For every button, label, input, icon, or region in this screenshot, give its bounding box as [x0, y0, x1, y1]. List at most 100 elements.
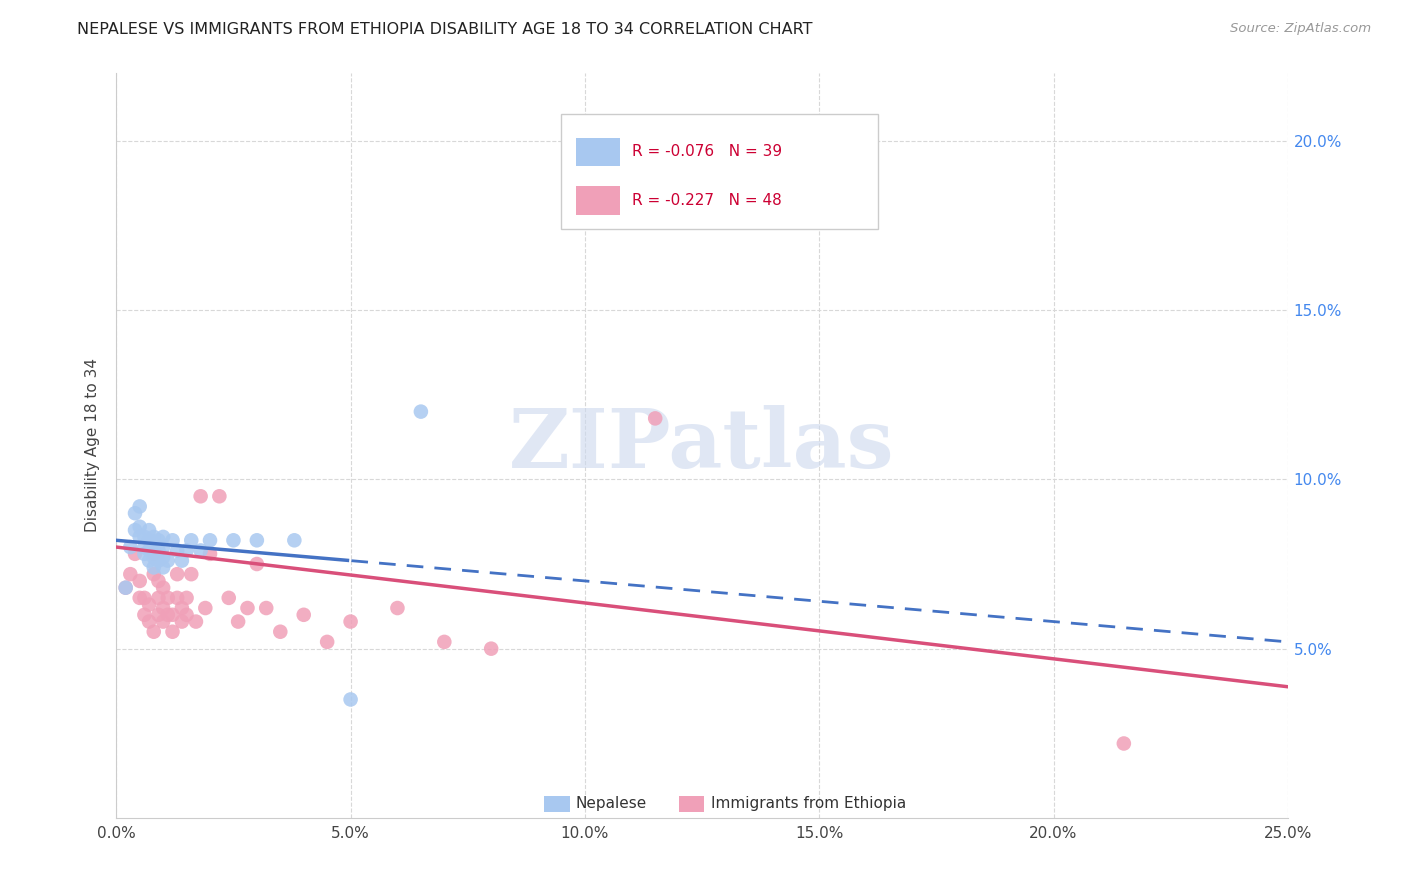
- Bar: [544, 796, 569, 812]
- Point: [799, 168, 821, 182]
- Point: [316, 635, 339, 649]
- Point: [152, 581, 174, 595]
- Point: [176, 607, 198, 622]
- Point: [156, 553, 179, 567]
- Point: [142, 540, 165, 554]
- Point: [166, 543, 188, 558]
- Point: [246, 533, 269, 548]
- Point: [218, 591, 240, 605]
- Point: [180, 567, 202, 582]
- Text: Immigrants from Ethiopia: Immigrants from Ethiopia: [711, 797, 907, 812]
- Point: [148, 574, 170, 588]
- Point: [142, 530, 165, 544]
- Point: [176, 543, 198, 558]
- Point: [166, 591, 188, 605]
- Point: [236, 601, 259, 615]
- Bar: [575, 186, 620, 215]
- Point: [339, 615, 361, 629]
- FancyBboxPatch shape: [561, 114, 877, 229]
- Point: [142, 567, 165, 582]
- Point: [283, 533, 305, 548]
- Point: [387, 601, 409, 615]
- Point: [138, 615, 160, 629]
- Point: [246, 557, 269, 571]
- Text: ZIPatlas: ZIPatlas: [509, 406, 894, 485]
- Point: [134, 591, 156, 605]
- Text: NEPALESE VS IMMIGRANTS FROM ETHIOPIA DISABILITY AGE 18 TO 34 CORRELATION CHART: NEPALESE VS IMMIGRANTS FROM ETHIOPIA DIS…: [77, 22, 813, 37]
- Point: [269, 624, 291, 639]
- Point: [128, 574, 150, 588]
- Text: Nepalese: Nepalese: [575, 797, 647, 812]
- Point: [162, 624, 184, 639]
- Point: [176, 591, 198, 605]
- Point: [128, 520, 150, 534]
- Point: [120, 567, 142, 582]
- Point: [128, 530, 150, 544]
- Point: [479, 641, 502, 656]
- Y-axis label: Disability Age 18 to 34: Disability Age 18 to 34: [86, 359, 100, 533]
- Point: [124, 506, 146, 520]
- Point: [138, 523, 160, 537]
- Point: [170, 615, 193, 629]
- Point: [138, 553, 160, 567]
- Point: [198, 533, 221, 548]
- Point: [148, 533, 170, 548]
- Point: [128, 500, 150, 514]
- Point: [152, 615, 174, 629]
- Point: [152, 560, 174, 574]
- Point: [644, 411, 666, 425]
- Point: [142, 547, 165, 561]
- Point: [208, 489, 231, 503]
- Point: [194, 601, 217, 615]
- Point: [142, 560, 165, 574]
- Point: [292, 607, 315, 622]
- Point: [148, 591, 170, 605]
- Point: [138, 543, 160, 558]
- Point: [120, 540, 142, 554]
- Point: [114, 581, 136, 595]
- Point: [134, 547, 156, 561]
- Point: [254, 601, 277, 615]
- Point: [148, 553, 170, 567]
- Text: Source: ZipAtlas.com: Source: ZipAtlas.com: [1230, 22, 1371, 36]
- Point: [166, 567, 188, 582]
- Point: [124, 547, 146, 561]
- Point: [148, 543, 170, 558]
- Point: [114, 581, 136, 595]
- Point: [184, 615, 207, 629]
- Point: [152, 540, 174, 554]
- Point: [409, 404, 432, 418]
- Point: [138, 598, 160, 612]
- Point: [190, 543, 212, 558]
- Point: [138, 533, 160, 548]
- Text: R = -0.227   N = 48: R = -0.227 N = 48: [631, 193, 782, 208]
- Point: [170, 553, 193, 567]
- Point: [152, 530, 174, 544]
- Point: [170, 601, 193, 615]
- Point: [152, 601, 174, 615]
- Point: [180, 533, 202, 548]
- Point: [226, 615, 249, 629]
- Text: R = -0.076   N = 39: R = -0.076 N = 39: [631, 145, 782, 160]
- Point: [124, 523, 146, 537]
- Point: [148, 607, 170, 622]
- Point: [162, 607, 184, 622]
- Point: [134, 540, 156, 554]
- Bar: [575, 137, 620, 166]
- Point: [134, 607, 156, 622]
- Point: [162, 533, 184, 548]
- Point: [142, 550, 165, 565]
- Point: [433, 635, 456, 649]
- Point: [134, 530, 156, 544]
- Point: [222, 533, 245, 548]
- Point: [198, 547, 221, 561]
- Point: [156, 591, 179, 605]
- Point: [190, 489, 212, 503]
- Bar: [679, 796, 704, 812]
- Point: [156, 607, 179, 622]
- Point: [152, 550, 174, 565]
- Point: [142, 624, 165, 639]
- Point: [339, 692, 361, 706]
- Point: [1112, 737, 1135, 751]
- Point: [128, 591, 150, 605]
